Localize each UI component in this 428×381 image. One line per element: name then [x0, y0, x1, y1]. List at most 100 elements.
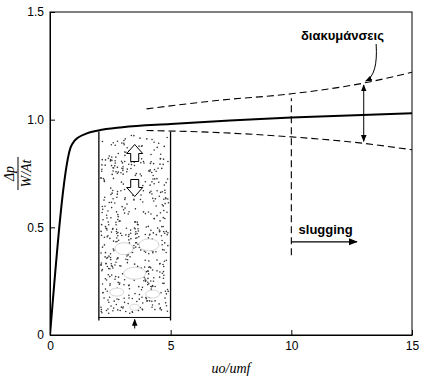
- particle: [123, 209, 125, 211]
- particle: [132, 252, 134, 254]
- particle: [166, 211, 168, 213]
- particle: [153, 163, 155, 165]
- particle: [128, 236, 130, 238]
- particle: [159, 276, 161, 278]
- particle: [164, 232, 166, 234]
- particle: [156, 178, 158, 180]
- particle: [104, 244, 106, 246]
- particle: [111, 265, 113, 267]
- particle: [163, 283, 165, 285]
- particle: [117, 167, 119, 169]
- annotation: slugging: [299, 222, 353, 237]
- particle: [153, 200, 155, 202]
- particle: [135, 233, 137, 235]
- x-axis: 051015: [47, 330, 419, 353]
- particle: [155, 198, 157, 200]
- particle: [109, 155, 111, 157]
- particle: [101, 235, 103, 237]
- particle: [124, 197, 126, 199]
- particle: [124, 207, 126, 209]
- particle: [123, 183, 125, 185]
- particle: [104, 164, 106, 166]
- particle: [134, 228, 136, 230]
- particle: [133, 245, 135, 247]
- particle: [148, 273, 150, 275]
- particle: [119, 310, 121, 312]
- particle: [136, 221, 138, 223]
- particle: [101, 170, 103, 172]
- particle: [117, 232, 119, 234]
- particle: [107, 158, 109, 160]
- tick-mark: [291, 330, 292, 335]
- particle: [147, 300, 149, 302]
- particle: [119, 220, 121, 222]
- particle: [113, 300, 115, 302]
- particle: [159, 163, 161, 165]
- particle: [114, 278, 116, 280]
- particle: [132, 298, 134, 300]
- particle: [163, 274, 165, 276]
- bed-ground: [99, 132, 171, 321]
- particle: [143, 161, 145, 163]
- particle: [127, 213, 129, 215]
- particle: [144, 259, 146, 261]
- particle: [150, 229, 152, 231]
- particle: [149, 233, 151, 235]
- particle: [116, 258, 118, 260]
- particle: [154, 309, 156, 311]
- particle: [165, 290, 167, 292]
- slugging-arrow: [291, 241, 356, 242]
- particle: [162, 249, 164, 251]
- particle: [115, 241, 117, 243]
- particle: [163, 199, 165, 201]
- particle: [116, 237, 118, 239]
- particle: [156, 147, 158, 149]
- particle: [141, 289, 143, 291]
- tick-mark: [50, 120, 55, 121]
- particle: [164, 189, 166, 191]
- particle: [135, 208, 137, 210]
- particle: [122, 306, 124, 308]
- particle: [129, 256, 131, 258]
- particle: [108, 202, 110, 204]
- particle: [126, 168, 128, 170]
- tick-label: 10: [285, 339, 299, 353]
- particle: [115, 276, 117, 278]
- curve: [50, 113, 412, 335]
- particle: [108, 268, 110, 270]
- particle: [124, 199, 126, 201]
- particle: [111, 174, 113, 176]
- particle: [148, 237, 150, 239]
- particle: [125, 258, 127, 260]
- particle: [133, 247, 135, 249]
- particle: [117, 140, 119, 142]
- particle: [162, 217, 164, 219]
- particle: [108, 255, 110, 257]
- particle: [112, 267, 114, 269]
- particle: [103, 297, 105, 299]
- particle: [120, 190, 122, 192]
- particle: [156, 270, 158, 272]
- particle: [107, 299, 109, 301]
- particle: [128, 284, 130, 286]
- particle: [149, 169, 151, 171]
- chart: 05101500.51.01.5uo/umfΔpW/Atδιακυμάνσεις…: [0, 0, 428, 381]
- particle: [159, 263, 161, 265]
- particle: [121, 168, 123, 170]
- particle: [124, 302, 126, 304]
- dashed-line: [147, 72, 412, 109]
- particle: [142, 201, 144, 203]
- particle: [139, 137, 141, 139]
- y-title-denominator: W/At: [19, 158, 34, 187]
- particle: [151, 301, 153, 303]
- annotation: διακυμάνσεις: [301, 28, 384, 43]
- particle: [163, 146, 165, 148]
- particle: [159, 271, 161, 273]
- particle: [130, 238, 132, 240]
- x-axis-title: uo/umf: [212, 361, 253, 376]
- particle: [165, 182, 167, 184]
- particle: [150, 161, 152, 163]
- particle: [136, 233, 138, 235]
- range-arrow: [363, 85, 364, 141]
- particle: [155, 205, 157, 207]
